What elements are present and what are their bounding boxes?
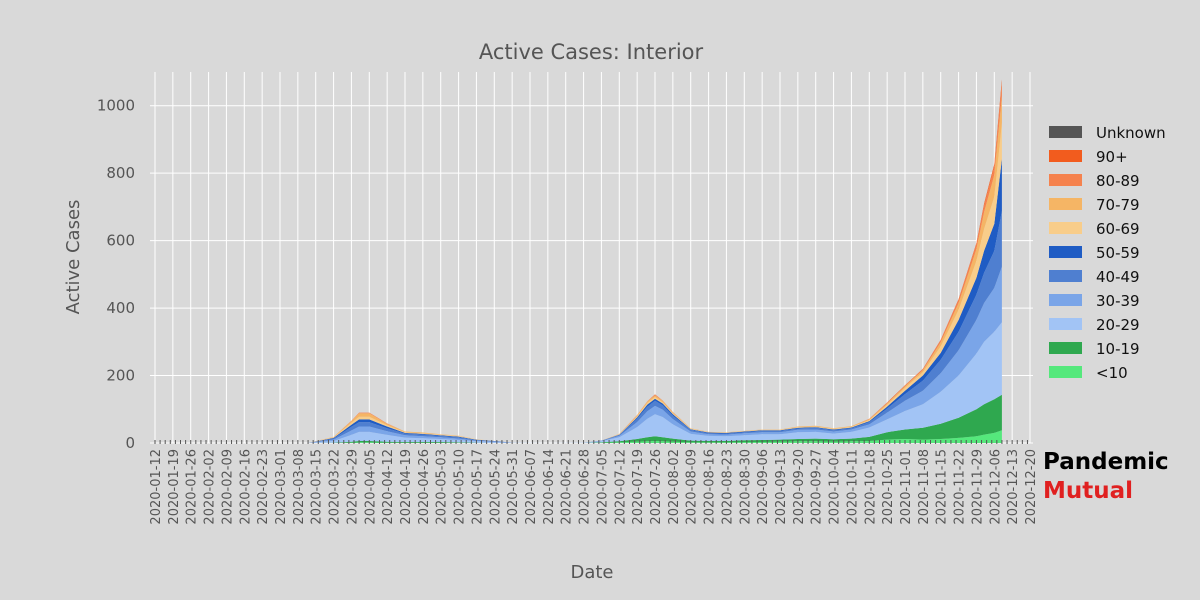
x-tick-label: 2020-10-11 <box>845 449 860 525</box>
x-tick-label: 2020-06-07 <box>524 449 539 525</box>
x-tick-label: 2020-08-23 <box>720 449 735 525</box>
series-area <box>308 322 1002 443</box>
x-tick-label: 2020-11-08 <box>917 449 932 525</box>
legend-label: 40-49 <box>1096 268 1140 286</box>
brand-logo-line2: Mutual <box>1043 478 1134 504</box>
y-tick-label: 0 <box>125 434 135 452</box>
legend-label: 10-19 <box>1096 340 1140 358</box>
x-tick-label: 2020-07-12 <box>613 449 628 525</box>
stacked-areas <box>308 79 1002 444</box>
x-tick-label: 2020-10-04 <box>828 449 843 525</box>
x-tick-label: 2020-07-05 <box>595 449 610 525</box>
x-tick-label: 2020-02-02 <box>203 449 218 525</box>
series-area <box>308 394 1002 443</box>
brand-logo-line1: Pandemic <box>1043 449 1169 475</box>
x-tick-label: 2020-04-12 <box>381 449 396 525</box>
plot-area <box>150 72 1033 443</box>
x-tick-label: 2020-10-18 <box>863 449 878 525</box>
x-axis: 2020-01-12 2020-01-19 2020-01-26 2020-02-02… <box>149 440 1039 525</box>
x-tick-label: 2020-03-29 <box>345 449 360 525</box>
y-tick-label: 1000 <box>97 97 135 115</box>
x-tick-label: 2020-04-19 <box>399 449 414 525</box>
x-tick-label: 2020-11-22 <box>953 449 968 525</box>
legend-label: 60-69 <box>1096 220 1140 238</box>
x-axis-label: Date <box>570 562 613 583</box>
x-tick-label: 2020-05-10 <box>453 449 468 525</box>
legend-swatch <box>1049 366 1082 378</box>
y-tick-label: 200 <box>106 367 135 385</box>
x-tick-label: 2020-05-03 <box>435 449 450 525</box>
x-tick-label: 2020-05-24 <box>488 449 503 525</box>
x-tick-label: 2020-11-29 <box>970 449 985 525</box>
x-tick-label: 2020-08-16 <box>703 449 718 525</box>
x-tick-label: 2020-02-09 <box>220 449 235 525</box>
x-tick-label: 2020-11-01 <box>899 449 914 525</box>
x-tick-label: 2020-09-27 <box>810 449 825 525</box>
chart-title: Active Cases: Interior <box>479 40 704 64</box>
series-area <box>308 266 1002 443</box>
legend: Unknown 90+ 80-89 70-79 60-69 50-59 40-49 30-39… <box>1049 124 1166 382</box>
series-area <box>308 430 1002 443</box>
legend-label: 90+ <box>1096 148 1128 166</box>
legend-label: 50-59 <box>1096 244 1140 262</box>
x-tick-label: 2020-06-14 <box>542 449 557 525</box>
x-tick-label: 2020-02-16 <box>238 449 253 525</box>
legend-swatch <box>1049 246 1082 258</box>
x-tick-label: 2020-07-19 <box>631 449 646 525</box>
legend-swatch <box>1049 126 1082 138</box>
x-tick-label: 2020-01-19 <box>167 449 182 525</box>
x-tick-label: 2020-08-09 <box>685 449 700 525</box>
legend-label: 80-89 <box>1096 172 1140 190</box>
legend-swatch <box>1049 318 1082 330</box>
legend-swatch <box>1049 222 1082 234</box>
x-tick-label: 2020-12-20 <box>1024 449 1039 525</box>
legend-label: 20-29 <box>1096 316 1140 334</box>
legend-label: 30-39 <box>1096 292 1140 310</box>
y-tick-label: 600 <box>106 232 135 250</box>
legend-swatch <box>1049 198 1082 210</box>
y-tick-label: 400 <box>106 299 135 317</box>
x-tick-label: 2020-01-26 <box>185 449 200 525</box>
x-tick-label: 2020-02-23 <box>256 449 271 525</box>
x-tick-label: 2020-08-02 <box>667 449 682 525</box>
x-tick-label: 2020-10-25 <box>881 449 896 525</box>
legend-label: <10 <box>1096 364 1128 382</box>
legend-swatch <box>1049 294 1082 306</box>
legend-swatch <box>1049 270 1082 282</box>
x-tick-label: 2020-08-30 <box>738 449 753 525</box>
legend-swatch <box>1049 174 1082 186</box>
x-tick-label: 2020-05-17 <box>470 449 485 525</box>
legend-swatch <box>1049 150 1082 162</box>
x-tick-label: 2020-06-28 <box>578 449 593 525</box>
x-tick-label: 2020-04-05 <box>363 449 378 525</box>
x-tick-label: 2020-04-26 <box>417 449 432 525</box>
x-tick-label: 2020-03-08 <box>292 449 307 525</box>
x-tick-label: 2020-12-06 <box>988 449 1003 525</box>
x-tick-label: 2020-03-22 <box>328 449 343 525</box>
x-tick-label: 2020-03-01 <box>274 449 289 525</box>
x-tick-label: 2020-09-13 <box>774 449 789 525</box>
legend-label: Unknown <box>1096 124 1166 142</box>
y-tick-label: 800 <box>106 164 135 182</box>
x-tick-label: 2020-09-20 <box>792 449 807 525</box>
x-tick-label: 2020-06-21 <box>560 449 575 525</box>
x-tick-label: 2020-11-15 <box>935 449 950 525</box>
legend-swatch <box>1049 342 1082 354</box>
x-tick-label: 2020-12-13 <box>1006 449 1021 525</box>
legend-label: 70-79 <box>1096 196 1140 214</box>
y-axis-label: Active Cases <box>63 200 84 315</box>
x-tick-label: 2020-09-06 <box>756 449 771 525</box>
x-tick-label: 2020-03-15 <box>310 449 325 525</box>
x-tick-label: 2020-05-31 <box>506 449 521 525</box>
x-tick-label: 2020-07-26 <box>649 449 664 525</box>
x-tick-label: 2020-01-12 <box>149 449 164 525</box>
y-axis: 0 200 400 600 800 1000 <box>97 97 135 452</box>
